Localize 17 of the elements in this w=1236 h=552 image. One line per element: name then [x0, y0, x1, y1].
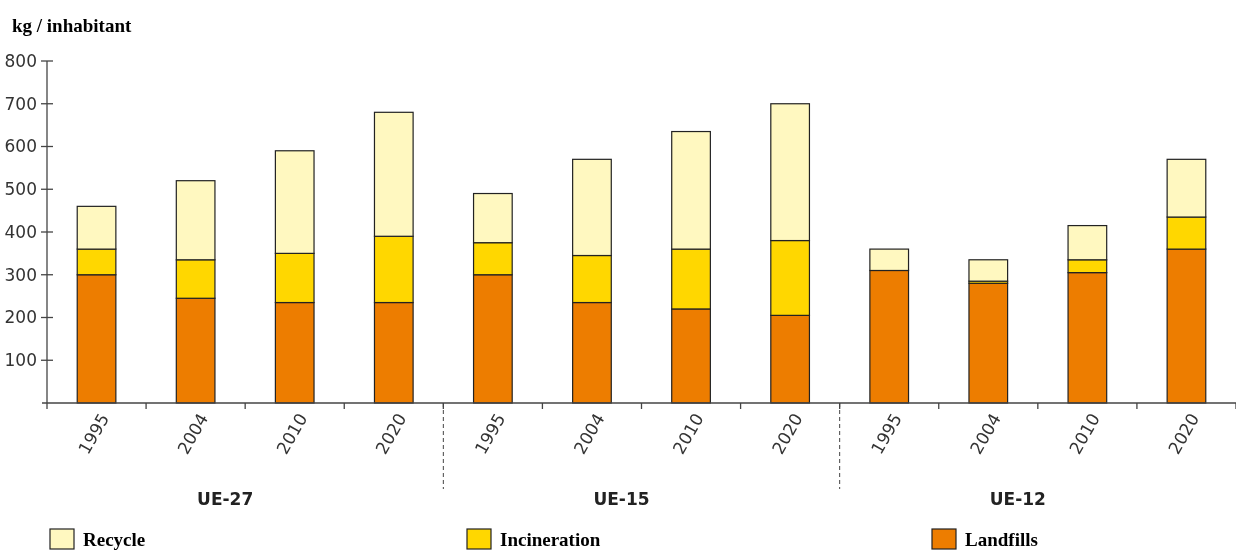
bar: [968, 282, 1009, 404]
y-tick-label: 500: [4, 179, 37, 200]
text: UE-27: [197, 489, 254, 509]
legend-label: Recycle: [83, 529, 146, 550]
y-tick-label: 200: [4, 307, 37, 328]
legend-label: Landfills: [965, 529, 1038, 550]
bar: [968, 259, 1009, 282]
y-tick-label: 300: [4, 264, 37, 285]
y-tick-label: 400: [4, 221, 37, 242]
y-axis-title: kg / inhabitant: [12, 15, 132, 36]
y-tick-label: 600: [4, 136, 37, 157]
y-tick-label: 800: [4, 50, 37, 71]
text: UE-15: [593, 489, 650, 509]
y-tick-label: 700: [4, 93, 37, 114]
legend-label: Incineration: [500, 529, 601, 550]
y-tick-label: 100: [4, 350, 37, 371]
text: UE-12: [989, 489, 1046, 509]
